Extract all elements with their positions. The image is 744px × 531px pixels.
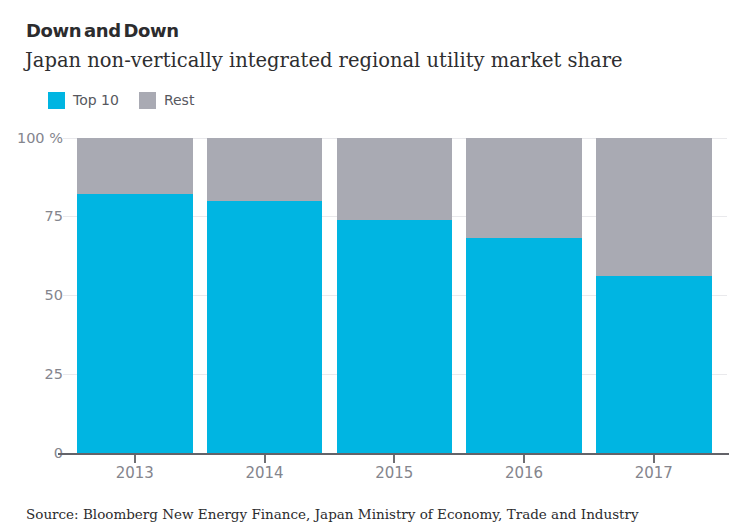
bar-segment-top10 [337, 220, 453, 453]
x-axis-label: 2015 [329, 464, 459, 482]
x-axis-label: 2014 [200, 464, 330, 482]
bar-segment-rest [207, 138, 323, 201]
bar-segment-rest [77, 138, 193, 195]
bar-segment-top10 [207, 201, 323, 453]
source-note: Source: Bloomberg New Energy Finance, Ja… [26, 506, 639, 522]
chart-title: Down and Down [26, 20, 179, 41]
x-axis-label: 2016 [459, 464, 589, 482]
legend-swatch-rest-icon [139, 92, 156, 109]
legend-label-rest: Rest [164, 92, 195, 109]
bar-segment-top10 [77, 194, 193, 453]
legend-item-top10: Top 10 [48, 92, 119, 109]
y-axis-label: 25 [0, 366, 78, 382]
x-axis-tick [393, 455, 395, 463]
legend-label-top10: Top 10 [73, 92, 119, 109]
x-axis-label: 2013 [70, 464, 200, 482]
bar-segment-rest [466, 138, 582, 239]
bar-segment-rest [596, 138, 712, 277]
chart-card: Down and Down Japan non-vertically integ… [0, 0, 744, 531]
chart-legend: Top 10 Rest [48, 92, 194, 109]
y-axis-label: 100 % [0, 130, 63, 146]
chart-subtitle: Japan non-vertically integrated regional… [25, 49, 623, 72]
x-axis-line [58, 453, 729, 455]
bar-segment-top10 [596, 276, 712, 453]
x-axis-label: 2017 [589, 464, 719, 482]
legend-item-rest: Rest [139, 92, 195, 109]
bar-segment-rest [337, 138, 453, 220]
x-axis-tick [523, 455, 525, 463]
x-axis-tick [134, 455, 136, 463]
y-axis-label: 50 [0, 287, 78, 303]
legend-swatch-top10-icon [48, 92, 65, 109]
y-axis-label: 75 [0, 208, 78, 224]
x-axis-tick [653, 455, 655, 463]
bar-segment-top10 [466, 238, 582, 453]
x-axis-tick [264, 455, 266, 463]
